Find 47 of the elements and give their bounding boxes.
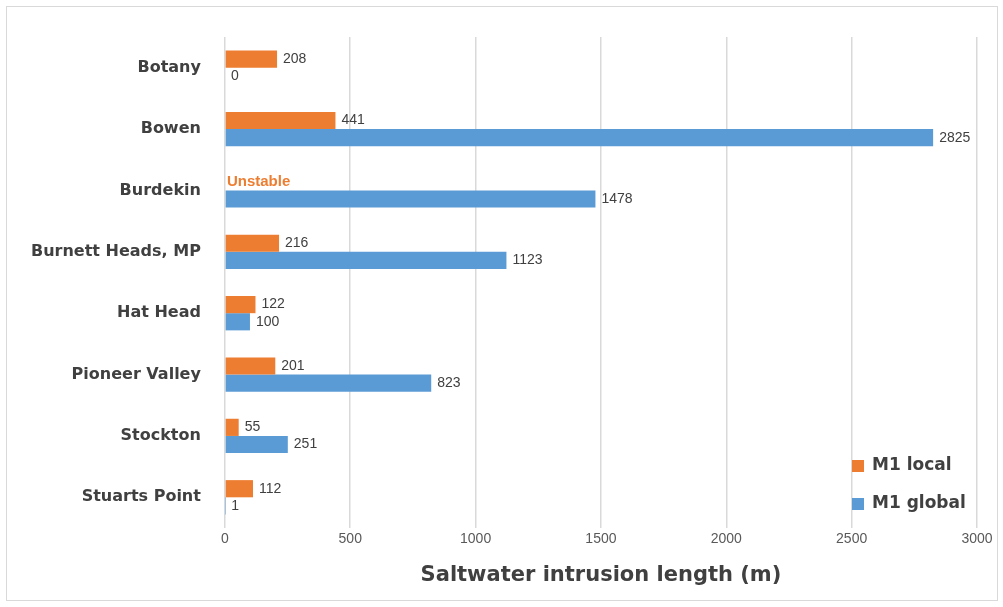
bar [225,234,280,252]
data-label: 201 [281,356,305,373]
bar [225,435,288,454]
data-label: 1123 [512,251,543,268]
y-tick-label: Pioneer Valley [71,363,202,383]
x-tick-label: 2500 [836,530,868,547]
data-label: 122 [261,295,286,312]
bar [225,357,276,375]
y-tick-label: Bowen [140,118,201,138]
data-label: 216 [285,234,309,251]
y-tick-label: Burnett Heads, MP [30,240,202,260]
y-tick-label: Hat Head [116,302,201,322]
data-label: 1478 [601,189,633,206]
bar [225,251,507,269]
text: Unstable [226,171,291,189]
x-tick-label: 1000 [460,530,492,547]
bar [225,129,934,147]
x-tick-label: 1500 [585,530,617,547]
data-label: 823 [437,374,461,391]
y-tick-label: Stockton [120,425,201,445]
x-tick-label: 500 [338,530,363,547]
legend-label: M1 local [872,454,952,475]
data-label: 1 [231,496,240,513]
data-label: 441 [341,111,366,128]
y-tick-label: Botany [137,56,202,76]
x-tick-label: 2000 [710,530,743,547]
x-tick-label: 0 [221,530,229,547]
bar [225,111,336,130]
data-label: 251 [293,435,318,452]
data-label: 2825 [939,128,971,145]
bar [225,480,253,498]
legend-label: M1 global [872,492,966,513]
y-tick-label: Burdekin [119,179,201,199]
bar [225,418,239,436]
bar [225,190,596,208]
x-axis-title: Saltwater intrusion length (m) [420,561,782,586]
bar [225,50,278,68]
bar [225,374,432,392]
y-tick-label: Stuarts Point [81,486,202,506]
data-label: 208 [283,49,307,66]
bar [225,313,250,331]
bar [225,296,256,314]
x-tick-label: 3000 [961,530,993,547]
data-label: 0 [230,67,239,84]
data-label: 112 [258,479,282,496]
data-label: 55 [244,418,261,435]
data-label: 100 [255,312,280,329]
